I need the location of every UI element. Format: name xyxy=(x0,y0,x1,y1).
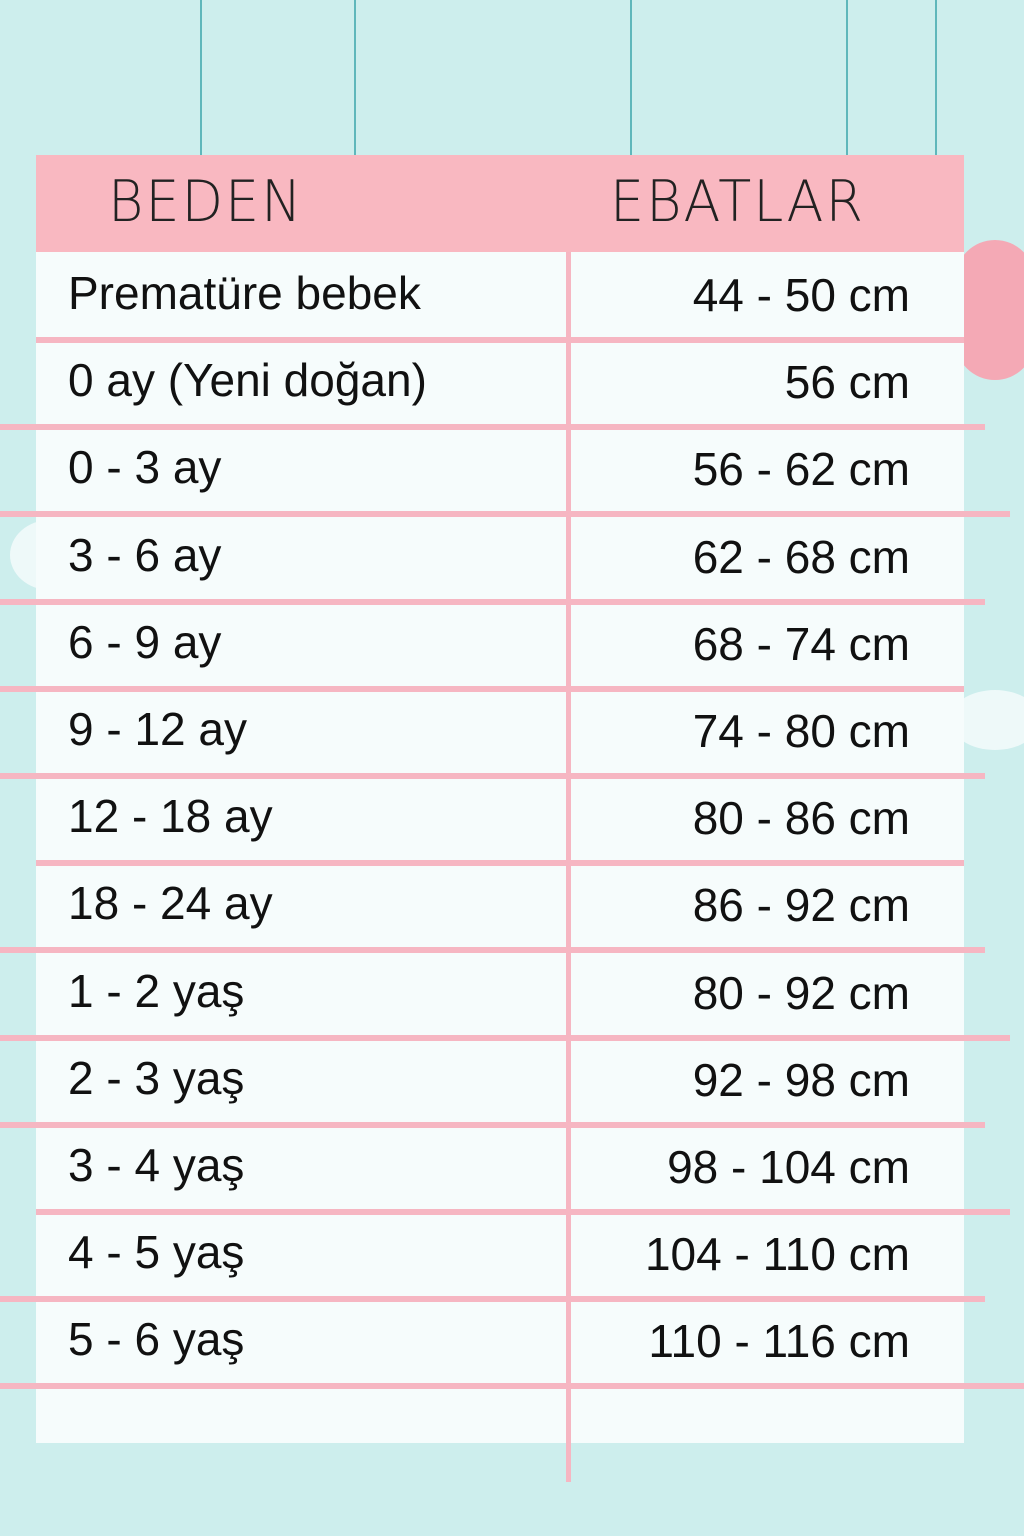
row-divider xyxy=(0,947,985,954)
size-label: 3 - 4 yaş xyxy=(68,1139,245,1191)
dimension-value: 56 - 62 cm xyxy=(692,443,910,496)
header-dimensions: EBATLAR xyxy=(610,168,865,235)
row-divider xyxy=(36,1209,1010,1215)
table-row: Prematüre bebek 44 - 50 cm xyxy=(36,252,964,339)
hanging-string xyxy=(935,0,937,155)
dimension-value: 92 - 98 cm xyxy=(692,1053,910,1106)
dimension-value: 104 - 110 cm xyxy=(644,1228,910,1281)
dimension-value: 44 - 50 cm xyxy=(692,269,910,321)
table-row: 5 - 6 yaş 110 - 116 cm xyxy=(36,1298,964,1385)
size-label: 12 - 18 ay xyxy=(68,790,273,843)
table-row: 12 - 18 ay 80 - 86 cm xyxy=(36,775,964,862)
row-divider xyxy=(0,1296,985,1303)
table-row: 0 - 3 ay 56 - 62 cm xyxy=(36,426,964,513)
hanging-string xyxy=(200,0,202,155)
row-divider xyxy=(0,1383,1024,1390)
table-row: 1 - 2 yaş 80 - 92 cm xyxy=(36,950,964,1037)
table-row: 9 - 12 ay 74 - 80 cm xyxy=(36,688,964,775)
hanging-string xyxy=(354,0,356,155)
size-label: Prematüre bebek xyxy=(68,267,421,319)
size-label: 2 - 3 yaş xyxy=(68,1051,245,1104)
dimension-value: 80 - 92 cm xyxy=(692,966,910,1019)
row-divider xyxy=(0,598,985,605)
hanging-string xyxy=(846,0,848,155)
row-divider xyxy=(36,860,964,867)
row-divider xyxy=(0,773,985,779)
table-header xyxy=(36,155,964,252)
size-label: 0 - 3 ay xyxy=(68,441,222,494)
size-label: 3 - 6 ay xyxy=(68,528,222,581)
table-row: 3 - 4 yaş 98 - 104 cm xyxy=(36,1124,964,1211)
table-row: 3 - 6 ay 62 - 68 cm xyxy=(36,514,964,601)
row-divider xyxy=(0,511,1010,518)
table-row: 0 ay (Yeni doğan) 56 cm xyxy=(36,339,964,426)
row-divider xyxy=(0,1121,985,1128)
size-label: 0 ay (Yeni doğan) xyxy=(68,354,427,407)
dimension-value: 62 - 68 cm xyxy=(692,530,910,583)
size-label: 5 - 6 yaş xyxy=(68,1313,245,1366)
dimension-value: 110 - 116 cm xyxy=(648,1315,910,1368)
table-row: 2 - 3 yaş 92 - 98 cm xyxy=(36,1037,964,1124)
size-label: 18 - 24 ay xyxy=(68,877,273,930)
table-row: 18 - 24 ay 86 - 92 cm xyxy=(36,862,964,949)
row-divider xyxy=(0,424,985,431)
dimension-value: 74 - 80 cm xyxy=(692,705,910,757)
dimension-value: 98 - 104 cm xyxy=(667,1141,910,1193)
row-divider xyxy=(0,1034,1010,1041)
column-divider xyxy=(566,252,571,1482)
table-row: 6 - 9 ay 68 - 74 cm xyxy=(36,601,964,688)
pacifier-decoration xyxy=(955,240,1024,380)
dimension-value: 68 - 74 cm xyxy=(692,617,910,670)
size-chart-card xyxy=(36,155,964,1443)
size-label: 4 - 5 yaş xyxy=(68,1226,245,1279)
table-row: 4 - 5 yaş 104 - 110 cm xyxy=(36,1211,964,1298)
row-divider xyxy=(0,685,964,692)
row-divider xyxy=(36,337,964,343)
header-size: BEDEN xyxy=(108,168,304,235)
dimension-value: 86 - 92 cm xyxy=(692,879,910,932)
dimension-value: 56 cm xyxy=(784,356,910,409)
dimension-value: 80 - 86 cm xyxy=(692,792,910,845)
size-label: 9 - 12 ay xyxy=(68,703,247,755)
hanging-string xyxy=(630,0,632,155)
size-label: 6 - 9 ay xyxy=(68,615,222,668)
size-label: 1 - 2 yaş xyxy=(68,964,245,1017)
